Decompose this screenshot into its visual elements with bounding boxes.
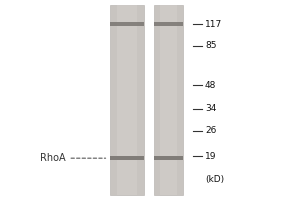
FancyBboxPatch shape xyxy=(154,156,183,160)
FancyBboxPatch shape xyxy=(110,5,144,195)
FancyBboxPatch shape xyxy=(154,5,183,195)
Text: 117: 117 xyxy=(205,20,222,29)
FancyBboxPatch shape xyxy=(110,22,144,26)
Text: 48: 48 xyxy=(205,81,216,90)
Text: (kD): (kD) xyxy=(205,175,224,184)
FancyBboxPatch shape xyxy=(110,156,144,160)
FancyBboxPatch shape xyxy=(160,5,177,195)
FancyBboxPatch shape xyxy=(154,22,183,26)
Text: 19: 19 xyxy=(205,152,217,161)
Text: 26: 26 xyxy=(205,126,216,135)
Text: RhoA: RhoA xyxy=(40,153,65,163)
Text: 85: 85 xyxy=(205,41,217,50)
FancyBboxPatch shape xyxy=(117,5,137,195)
Text: 34: 34 xyxy=(205,104,216,113)
